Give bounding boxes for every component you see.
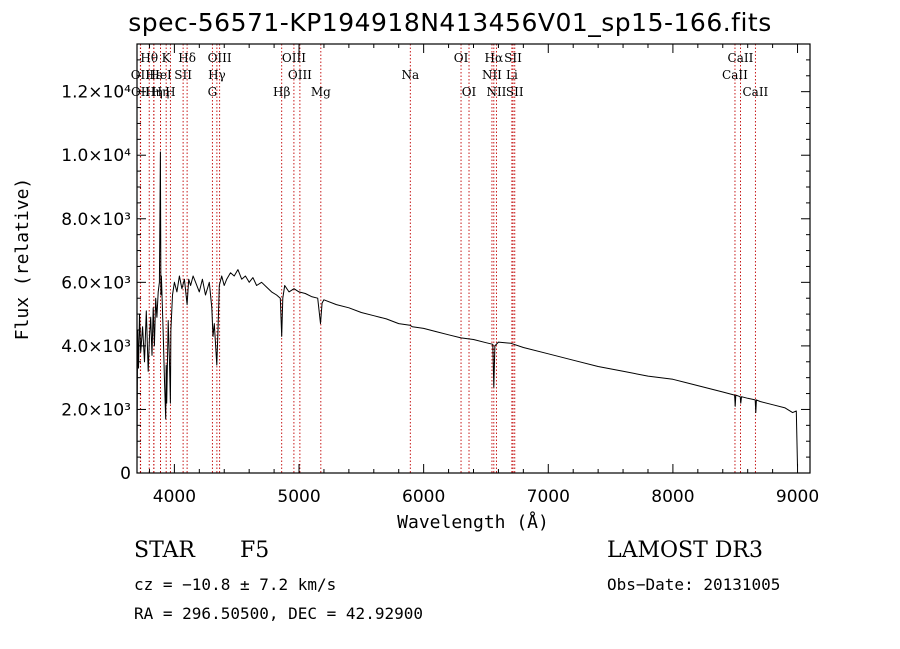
x-axis: 4000 5000 6000 7000 8000 9000 — [148, 44, 819, 507]
observation-date: Obs−Date: 20131005 — [607, 575, 781, 594]
line-label: SII — [504, 51, 522, 65]
line-label: Li — [506, 68, 518, 82]
line-label: OI — [454, 51, 469, 65]
line-label: CaII — [728, 51, 754, 65]
line-label: OIII — [288, 68, 312, 82]
x-tick-label: 4000 — [153, 487, 196, 507]
line-label: NII — [482, 68, 502, 82]
spectrum-line — [136, 151, 798, 467]
x-tick-label: 7000 — [527, 487, 570, 507]
survey-name: LAMOST DR3 — [607, 538, 763, 563]
y-tick-label: 1.2×10⁴ — [61, 83, 131, 103]
y-axis-label: Flux (relative) — [12, 178, 33, 341]
line-label: Hβ — [273, 85, 290, 99]
chart-title: spec-56571-KP194918N413456V01_sp15-166.f… — [128, 8, 772, 37]
line-label: HeI — [149, 68, 172, 82]
line-markers — [139, 44, 756, 473]
x-axis-label: Wavelength (Å) — [397, 511, 549, 533]
subclass: F5 — [240, 538, 270, 563]
line-label: SII — [174, 68, 192, 82]
y-tick-label: 4.0×10³ — [61, 337, 131, 357]
plot-frame — [136, 43, 811, 474]
line-label: OII — [131, 68, 151, 82]
line-label: Hε — [145, 68, 162, 82]
y-axis: 0 2.0×10³ 4.0×10³ 6.0×10³ 8.0×10³ 1.0×10⁴ 1.2×… — [61, 59, 810, 484]
x-tick-label: 6000 — [402, 487, 445, 507]
y-tick-label: 2.0×10³ — [61, 400, 131, 420]
coordinates: RA = 296.50500, DEC = 42.92900 — [134, 604, 423, 623]
line-label: OIII — [208, 51, 232, 65]
redshift-info: cz = −10.8 ± 7.2 km/s — [134, 575, 337, 594]
line-label: Hγ — [208, 68, 226, 82]
spectrum-series — [136, 151, 798, 467]
x-tick-label: 9000 — [776, 487, 819, 507]
line-label: NII — [486, 85, 506, 99]
line-label: CaII — [722, 68, 748, 82]
line-label: OI — [462, 85, 477, 99]
line-label: Mg — [311, 85, 331, 99]
line-label: Hθ — [140, 51, 158, 65]
line-label: Hδ — [178, 51, 196, 65]
line-label: OIII — [282, 51, 306, 65]
line-label: Hη — [145, 85, 163, 99]
line-label: G — [208, 85, 218, 99]
line-label: Hα — [485, 51, 504, 65]
y-tick-label: 1.0×10⁴ — [61, 146, 131, 166]
line-label: Na — [401, 68, 419, 82]
x-tick-label: 5000 — [277, 487, 320, 507]
line-label: H — [165, 85, 175, 99]
line-label: CaII — [742, 85, 768, 99]
y-tick-label: 6.0×10³ — [61, 273, 131, 293]
x-tick-label: 8000 — [651, 487, 694, 507]
object-type: STAR — [134, 538, 195, 563]
y-tick-label: 8.0×10³ — [61, 210, 131, 230]
line-label: SII — [506, 85, 524, 99]
y-tick-label: 0 — [120, 464, 131, 484]
line-label: Hη — [152, 85, 170, 99]
line-label: K — [162, 51, 172, 65]
